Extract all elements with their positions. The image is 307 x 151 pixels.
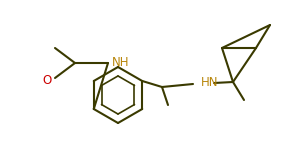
Text: NH: NH: [112, 56, 130, 69]
Text: O: O: [42, 74, 52, 87]
Text: HN: HN: [201, 77, 219, 90]
